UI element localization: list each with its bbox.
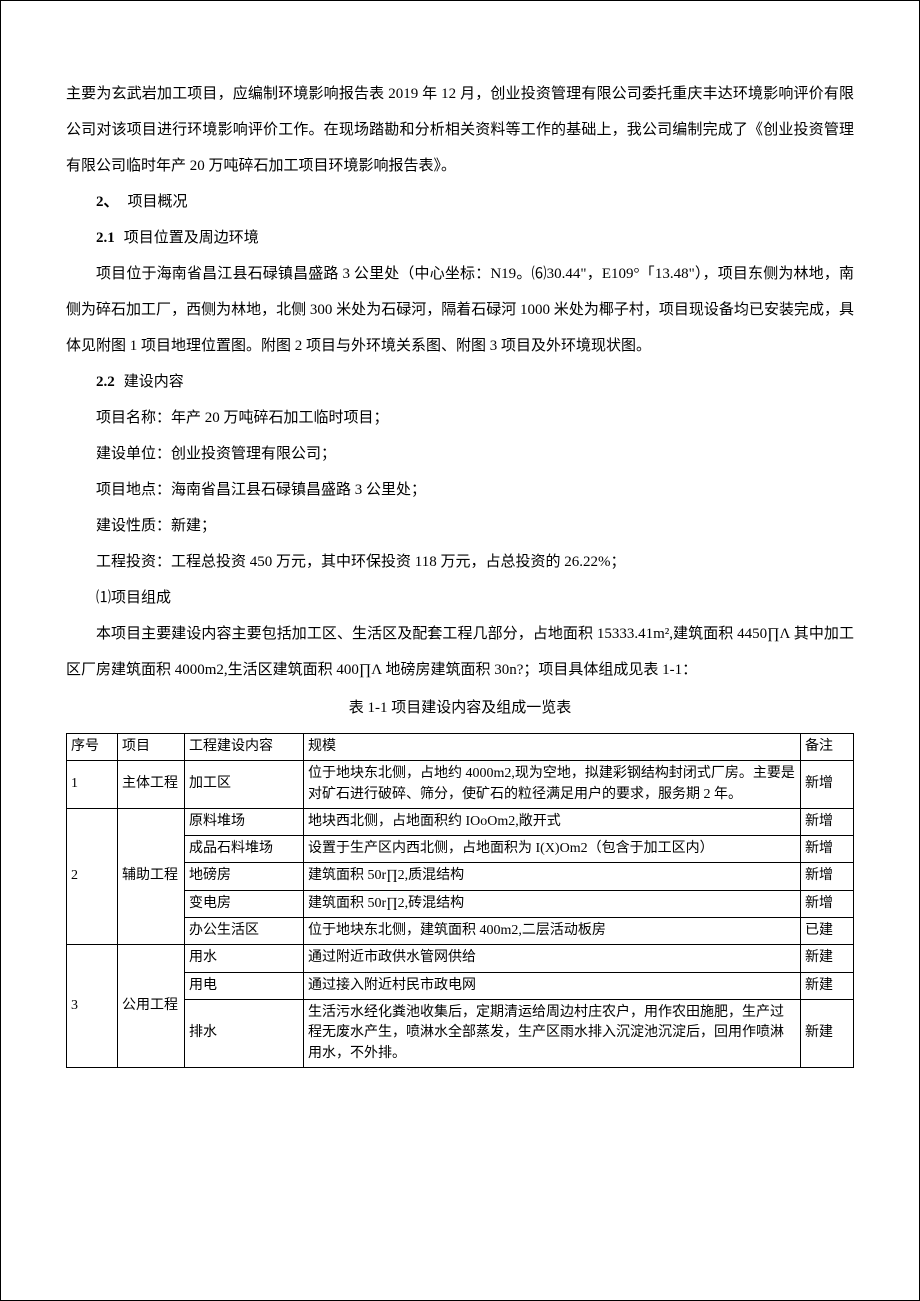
paragraph-intro: 主要为玄武岩加工项目，应编制环境影响报告表 2019 年 12 月，创业投资管理… [66,76,854,184]
cell-scale: 通过附近市政供水管网供给 [304,945,801,972]
table-title: 表 1-1 项目建设内容及组成一览表 [66,692,854,725]
paragraph-build-unit: 建设单位：创业投资管理有限公司； [66,436,854,472]
construction-content-table: 序号 项目 工程建设内容 规模 备注 1 主体工程 加工区 位于地块东北侧，占地… [66,733,854,1068]
paragraph-location: 项目位于海南省昌江县石碌镇昌盛路 3 公里处（中心坐标：N19。⑹30.44"，… [66,256,854,364]
heading-2-1: 2.1 项目位置及周边环境 [66,220,854,256]
cell-item: 加工区 [185,761,304,809]
cell-note: 新增 [801,808,854,835]
table-body: 1 主体工程 加工区 位于地块东北侧，占地约 4000m2,现为空地，拟建彩钢结… [67,761,854,1068]
cell-note: 新建 [801,972,854,999]
cell-item: 办公生活区 [185,918,304,945]
cell-scale: 建筑面积 50r∏2,质混结构 [304,863,801,890]
paragraph-composition-head: ⑴项目组成 [66,580,854,616]
cell-note: 新增 [801,836,854,863]
cell-note: 新建 [801,945,854,972]
cell-project: 公用工程 [118,945,185,1067]
cell-scale: 建筑面积 50r∏2,砖混结构 [304,890,801,917]
table-row: 用电 通过接入附近村民市政电网 新建 [67,972,854,999]
cell-item: 变电房 [185,890,304,917]
cell-item: 用电 [185,972,304,999]
cell-note: 新增 [801,890,854,917]
paragraph-project-location: 项目地点：海南省昌江县石碌镇昌盛路 3 公里处； [66,472,854,508]
heading-2-1-text: 项目位置及周边环境 [124,230,259,246]
th-seq: 序号 [67,734,118,761]
heading-2: 2、项目概况 [66,184,854,220]
cell-seq: 1 [67,761,118,809]
table-row: 1 主体工程 加工区 位于地块东北侧，占地约 4000m2,现为空地，拟建彩钢结… [67,761,854,809]
cell-scale: 地块西北侧，占地面积约 IOoOm2,敞开式 [304,808,801,835]
th-item: 工程建设内容 [185,734,304,761]
cell-seq: 2 [67,808,118,944]
document-page: 主要为玄武岩加工项目，应编制环境影响报告表 2019 年 12 月，创业投资管理… [0,0,920,1301]
paragraph-composition-body: 本项目主要建设内容主要包括加工区、生活区及配套工程几部分，占地面积 15333.… [66,616,854,688]
paragraph-investment: 工程投资：工程总投资 450 万元，其中环保投资 118 万元，占总投资的 26… [66,544,854,580]
heading-2-1-number: 2.1 [96,230,115,246]
table-header-row: 序号 项目 工程建设内容 规模 备注 [67,734,854,761]
table-row: 地磅房 建筑面积 50r∏2,质混结构 新增 [67,863,854,890]
table-header: 序号 项目 工程建设内容 规模 备注 [67,734,854,761]
heading-2-number: 2、 [96,194,119,210]
table-row: 2 辅助工程 原料堆场 地块西北侧，占地面积约 IOoOm2,敞开式 新增 [67,808,854,835]
cell-project: 主体工程 [118,761,185,809]
cell-item: 成品石料堆场 [185,836,304,863]
th-note: 备注 [801,734,854,761]
th-scale: 规模 [304,734,801,761]
paragraph-build-nature: 建设性质：新建； [66,508,854,544]
cell-scale: 设置于生产区内西北侧，占地面积为 I(X)Om2（包含于加工区内） [304,836,801,863]
cell-scale: 生活污水经化粪池收集后，定期清运给周边村庄农户，用作农田施肥，生产过程无废水产生… [304,999,801,1067]
cell-note: 新建 [801,999,854,1067]
cell-scale: 位于地块东北侧，占地约 4000m2,现为空地，拟建彩钢结构封闭式厂房。主要是对… [304,761,801,809]
table-row: 办公生活区 位于地块东北侧，建筑面积 400m2,二层活动板房 已建 [67,918,854,945]
heading-2-text: 项目概况 [128,194,188,210]
table-row: 排水 生活污水经化粪池收集后，定期清运给周边村庄农户，用作农田施肥，生产过程无废… [67,999,854,1067]
table-row: 3 公用工程 用水 通过附近市政供水管网供给 新建 [67,945,854,972]
cell-item: 地磅房 [185,863,304,890]
cell-seq: 3 [67,945,118,1067]
paragraph-project-name: 项目名称：年产 20 万吨碎石加工临时项目； [66,400,854,436]
cell-note: 新增 [801,863,854,890]
cell-item: 用水 [185,945,304,972]
heading-2-2-text: 建设内容 [124,374,184,390]
heading-2-2-number: 2.2 [96,374,115,390]
table-row: 变电房 建筑面积 50r∏2,砖混结构 新增 [67,890,854,917]
cell-item: 排水 [185,999,304,1067]
cell-note: 已建 [801,918,854,945]
th-project: 项目 [118,734,185,761]
cell-scale: 通过接入附近村民市政电网 [304,972,801,999]
table-row: 成品石料堆场 设置于生产区内西北侧，占地面积为 I(X)Om2（包含于加工区内）… [67,836,854,863]
heading-2-2: 2.2 建设内容 [66,364,854,400]
cell-project: 辅助工程 [118,808,185,944]
cell-note: 新增 [801,761,854,809]
cell-item: 原料堆场 [185,808,304,835]
cell-scale: 位于地块东北侧，建筑面积 400m2,二层活动板房 [304,918,801,945]
